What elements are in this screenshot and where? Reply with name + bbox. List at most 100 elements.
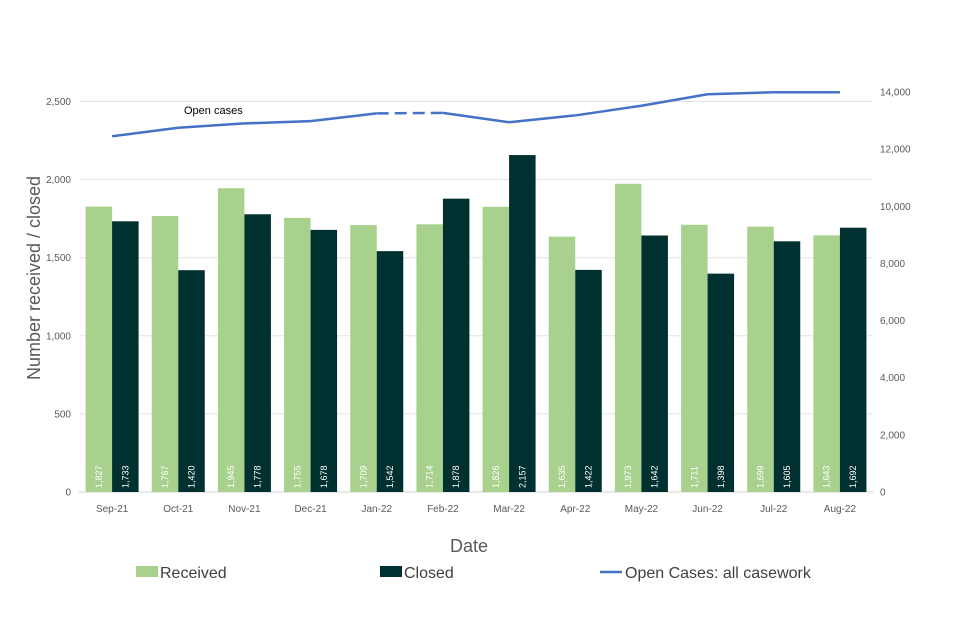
open-cases-annotation: Open cases	[184, 105, 243, 117]
open-cases-line-segment	[244, 119, 311, 125]
x-tick-label: Apr-22	[560, 504, 590, 515]
x-tick-label: Aug-22	[824, 504, 857, 515]
y-tick-label: 500	[54, 409, 71, 420]
bar-label-received: 1,767	[160, 465, 170, 488]
bars	[85, 155, 867, 493]
bar-label-closed: 1,420	[187, 465, 197, 488]
open-cases-line-segment	[310, 112, 377, 123]
bar-received	[217, 188, 245, 493]
bar-received	[747, 226, 774, 492]
bar-label-closed: 1,692	[848, 465, 858, 488]
legend-swatch-closed	[380, 566, 402, 577]
x-axis-ticks: Sep-21 Oct-21 Nov-21 Dec-21 Jan-22 Feb-22 Mar-…	[96, 504, 857, 515]
y-axis-ticks: 0 500 1,000 1,500 2,000 2,500	[46, 97, 71, 499]
y-tick-label: 2,500	[46, 97, 71, 108]
bar-label-received: 1,827	[94, 465, 104, 488]
y-tick-label: 0	[65, 488, 71, 499]
x-tick-label: Jul-22	[760, 504, 788, 515]
open-cases-line-segment-dashed	[376, 111, 443, 115]
bar-closed	[707, 273, 735, 492]
y-tick-label: 1,000	[46, 331, 71, 342]
bar-received	[614, 183, 642, 493]
bar-label-closed: 1,542	[385, 465, 395, 488]
bar-label-closed: 2,157	[517, 465, 527, 488]
bar-label-received: 1,643	[822, 465, 832, 488]
bar-received	[482, 206, 510, 492]
bar-closed	[773, 241, 801, 492]
y2-tick-label: 12,000	[880, 145, 911, 156]
bar-received	[350, 225, 377, 492]
y-tick-label: 2,000	[46, 175, 71, 186]
bar-closed	[112, 221, 139, 492]
y2-tick-label: 0	[880, 488, 886, 499]
y-tick-label: 1,500	[46, 253, 71, 264]
bar-label-closed: 1,778	[253, 465, 263, 488]
gridlines	[79, 101, 873, 493]
bar-label-closed: 1,878	[451, 465, 461, 488]
open-cases-line-segment	[442, 111, 510, 124]
bar-closed	[442, 198, 470, 492]
y2-tick-label: 4,000	[880, 373, 905, 384]
bar-closed	[575, 269, 602, 492]
bar-received	[85, 206, 113, 492]
y2-tick-label: 10,000	[880, 202, 911, 213]
bar-closed	[244, 214, 271, 492]
x-tick-label: Jan-22	[361, 504, 392, 515]
bar-label-received: 1,826	[491, 465, 501, 488]
y2-tick-label: 6,000	[880, 316, 905, 327]
x-tick-label: Feb-22	[427, 504, 459, 515]
legend-swatch-received	[136, 566, 158, 577]
bar-labels: 1,827 1,767 1,945 1,755 1,709 1,714 1,826 1,635…	[94, 465, 858, 488]
bar-label-closed: 1,398	[716, 465, 726, 488]
bar-label-received: 1,709	[359, 465, 369, 488]
open-cases-line-segment	[575, 104, 642, 117]
bar-received	[416, 224, 443, 492]
y-axis-title: Number received / closed	[24, 176, 44, 380]
bar-label-received: 1,699	[756, 465, 766, 488]
bar-closed	[509, 155, 536, 492]
bar-label-closed: 1,678	[319, 465, 329, 488]
bar-label-closed: 1,642	[650, 465, 660, 488]
legend-label-open-cases: Open Cases: all casework	[625, 565, 812, 582]
x-tick-label: Mar-22	[493, 504, 525, 515]
bar-label-closed: 1,605	[782, 465, 792, 488]
bar-closed	[839, 227, 867, 492]
bar-received	[681, 224, 708, 492]
y2-axis-ticks: 0 2,000 4,000 6,000 8,000 10,000 12,000 14,000	[880, 88, 911, 499]
bar-received	[548, 236, 576, 492]
bar-label-closed: 1,733	[120, 465, 130, 488]
bar-closed	[310, 229, 338, 492]
open-cases-line-segment	[707, 91, 774, 96]
bar-received	[151, 215, 179, 492]
bar-closed	[376, 251, 404, 492]
x-tick-label: Jun-22	[692, 504, 723, 515]
bar-received	[813, 235, 840, 492]
bar-label-received: 1,945	[226, 465, 236, 488]
open-cases-line-segment	[641, 93, 708, 107]
legend-label-closed: Closed	[404, 565, 454, 582]
x-tick-label: Nov-21	[228, 504, 261, 515]
x-tick-label: Dec-21	[294, 504, 327, 515]
y2-tick-label: 14,000	[880, 88, 911, 99]
bar-label-received: 1,973	[623, 465, 633, 488]
bar-closed	[178, 270, 205, 492]
open-cases-line-segment	[508, 114, 576, 124]
legend: Received Closed Open Cases: all casework	[136, 565, 812, 582]
bar-label-closed: 1,422	[584, 465, 594, 488]
open-cases-line-segment	[178, 122, 245, 129]
legend-label-received: Received	[160, 565, 227, 582]
x-tick-label: Oct-21	[163, 504, 193, 515]
x-tick-label: Sep-21	[96, 504, 129, 515]
y2-tick-label: 2,000	[880, 430, 905, 441]
x-tick-label: May-22	[625, 504, 659, 515]
bar-received	[284, 217, 311, 492]
line-series	[111, 91, 840, 138]
bar-label-received: 1,755	[292, 465, 302, 488]
open-cases-line-segment	[111, 126, 179, 138]
bar-label-received: 1,635	[557, 465, 567, 488]
x-axis-title: Date	[450, 536, 488, 556]
bar-label-received: 1,714	[425, 465, 435, 488]
bar-label-received: 1,711	[689, 466, 699, 488]
bar-closed	[641, 235, 668, 492]
